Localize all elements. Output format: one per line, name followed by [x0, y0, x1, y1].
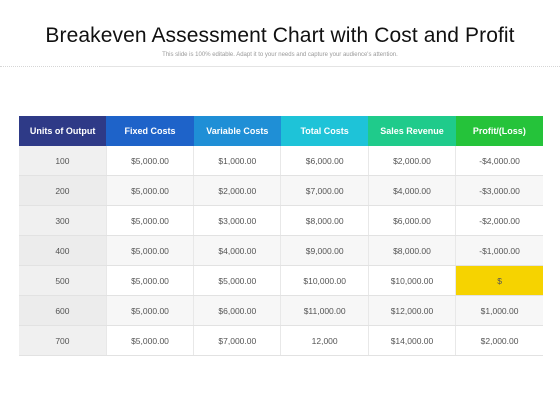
page-subtitle: This slide is 100% editable. Adapt it to… [162, 52, 398, 58]
cell-units: 600 [19, 295, 107, 326]
cell-total-costs: $11,000.00 [280, 295, 369, 326]
cell-variable-costs: $6,000.00 [193, 295, 282, 326]
cell-sales-revenue: $14,000.00 [368, 325, 457, 356]
cell-profit-loss: -$2,000.00 [455, 205, 543, 236]
cell-total-costs: $6,000.00 [280, 146, 369, 176]
cell-profit-loss: -$4,000.00 [455, 146, 543, 176]
cell-variable-costs: $5,000.00 [193, 265, 282, 296]
table-row: 600 $5,000.00 $6,000.00 $11,000.00 $12,0… [19, 295, 543, 326]
cell-profit-loss: -$1,000.00 [455, 235, 543, 266]
cell-units: 100 [19, 146, 107, 176]
table-row: 400 $5,000.00 $4,000.00 $9,000.00 $8,000… [19, 235, 543, 266]
cell-profit-loss: -$3,000.00 [455, 175, 543, 206]
breakeven-table: Units of Output Fixed Costs Variable Cos… [19, 116, 543, 356]
page-title: Breakeven Assessment Chart with Cost and… [45, 24, 515, 47]
cell-total-costs: $9,000.00 [280, 235, 369, 266]
cell-fixed-costs: $5,000.00 [106, 325, 195, 356]
cell-variable-costs: $3,000.00 [193, 205, 282, 236]
cell-units: 400 [19, 235, 107, 266]
cell-total-costs: 12,000 [280, 325, 369, 356]
header-profit-loss: Profit/(Loss) [455, 116, 543, 146]
cell-sales-revenue: $10,000.00 [368, 265, 457, 296]
header-sales-revenue: Sales Revenue [368, 116, 456, 146]
cell-units: 700 [19, 325, 107, 356]
cell-sales-revenue: $4,000.00 [368, 175, 457, 206]
header-total-costs: Total Costs [280, 116, 369, 146]
cell-variable-costs: $2,000.00 [193, 175, 282, 206]
cell-fixed-costs: $5,000.00 [106, 146, 195, 176]
cell-profit-loss: $2,000.00 [455, 325, 543, 356]
table-row: 700 $5,000.00 $7,000.00 12,000 $14,000.0… [19, 325, 543, 356]
cell-total-costs: $10,000.00 [280, 265, 369, 296]
table-row: 300 $5,000.00 $3,000.00 $8,000.00 $6,000… [19, 205, 543, 236]
table-header-row: Units of Output Fixed Costs Variable Cos… [19, 116, 543, 146]
cell-sales-revenue: $12,000.00 [368, 295, 457, 326]
cell-fixed-costs: $5,000.00 [106, 175, 195, 206]
header-fixed-costs: Fixed Costs [106, 116, 194, 146]
cell-units: 200 [19, 175, 107, 206]
cell-profit-loss-breakeven: $ [455, 265, 543, 296]
header-units-of-output: Units of Output [19, 116, 107, 146]
cell-sales-revenue: $6,000.00 [368, 205, 457, 236]
table-row: 500 $5,000.00 $5,000.00 $10,000.00 $10,0… [19, 265, 543, 296]
cell-fixed-costs: $5,000.00 [106, 295, 195, 326]
cell-total-costs: $8,000.00 [280, 205, 369, 236]
cell-profit-loss: $1,000.00 [455, 295, 543, 326]
cell-total-costs: $7,000.00 [280, 175, 369, 206]
cell-fixed-costs: $5,000.00 [106, 265, 195, 296]
table-row: 200 $5,000.00 $2,000.00 $7,000.00 $4,000… [19, 175, 543, 206]
header-divider-accent [100, 66, 460, 67]
cell-sales-revenue: $8,000.00 [368, 235, 457, 266]
cell-variable-costs: $4,000.00 [193, 235, 282, 266]
cell-variable-costs: $7,000.00 [193, 325, 282, 356]
table-row: 100 $5,000.00 $1,000.00 $6,000.00 $2,000… [19, 146, 543, 176]
cell-units: 500 [19, 265, 107, 296]
cell-fixed-costs: $5,000.00 [106, 205, 195, 236]
cell-units: 300 [19, 205, 107, 236]
header-variable-costs: Variable Costs [193, 116, 281, 146]
cell-fixed-costs: $5,000.00 [106, 235, 195, 266]
cell-sales-revenue: $2,000.00 [368, 146, 457, 176]
cell-variable-costs: $1,000.00 [193, 146, 282, 176]
